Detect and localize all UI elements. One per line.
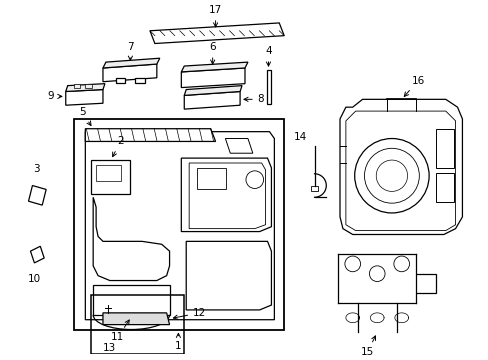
Polygon shape bbox=[103, 58, 160, 68]
Bar bbox=[91, 295, 184, 354]
Bar bbox=[96, 165, 121, 181]
Polygon shape bbox=[103, 64, 157, 82]
Text: 10: 10 bbox=[28, 274, 41, 284]
Text: 11: 11 bbox=[111, 320, 129, 342]
Polygon shape bbox=[28, 185, 46, 205]
Bar bbox=[266, 70, 271, 104]
Text: 12: 12 bbox=[173, 308, 206, 319]
Polygon shape bbox=[103, 313, 169, 325]
Text: 2: 2 bbox=[112, 136, 123, 157]
Text: 14: 14 bbox=[293, 131, 306, 141]
Text: 5: 5 bbox=[79, 107, 91, 126]
Bar bbox=[310, 185, 318, 192]
Text: 1: 1 bbox=[175, 333, 182, 351]
Text: 17: 17 bbox=[208, 5, 222, 27]
Text: 16: 16 bbox=[404, 76, 424, 96]
Bar bbox=[135, 78, 145, 83]
Text: 13: 13 bbox=[103, 343, 116, 353]
Polygon shape bbox=[30, 246, 44, 263]
Text: 7: 7 bbox=[127, 42, 133, 60]
Polygon shape bbox=[65, 90, 103, 105]
Text: 9: 9 bbox=[47, 91, 62, 102]
Polygon shape bbox=[184, 91, 240, 109]
Polygon shape bbox=[339, 99, 462, 234]
Bar bbox=[197, 168, 226, 189]
Polygon shape bbox=[85, 129, 215, 141]
Polygon shape bbox=[225, 139, 252, 153]
Text: 4: 4 bbox=[264, 46, 271, 66]
Polygon shape bbox=[184, 86, 242, 95]
Polygon shape bbox=[65, 84, 105, 91]
Polygon shape bbox=[181, 68, 244, 87]
Text: 8: 8 bbox=[244, 94, 264, 104]
Bar bbox=[435, 129, 453, 168]
Polygon shape bbox=[181, 62, 247, 72]
Bar bbox=[85, 84, 92, 87]
Bar bbox=[73, 84, 80, 87]
Text: 15: 15 bbox=[360, 336, 375, 357]
Text: 6: 6 bbox=[209, 42, 216, 64]
Polygon shape bbox=[150, 23, 284, 44]
Text: 3: 3 bbox=[33, 164, 40, 174]
Bar bbox=[73, 119, 284, 329]
Bar bbox=[116, 78, 125, 83]
Bar bbox=[435, 173, 453, 202]
